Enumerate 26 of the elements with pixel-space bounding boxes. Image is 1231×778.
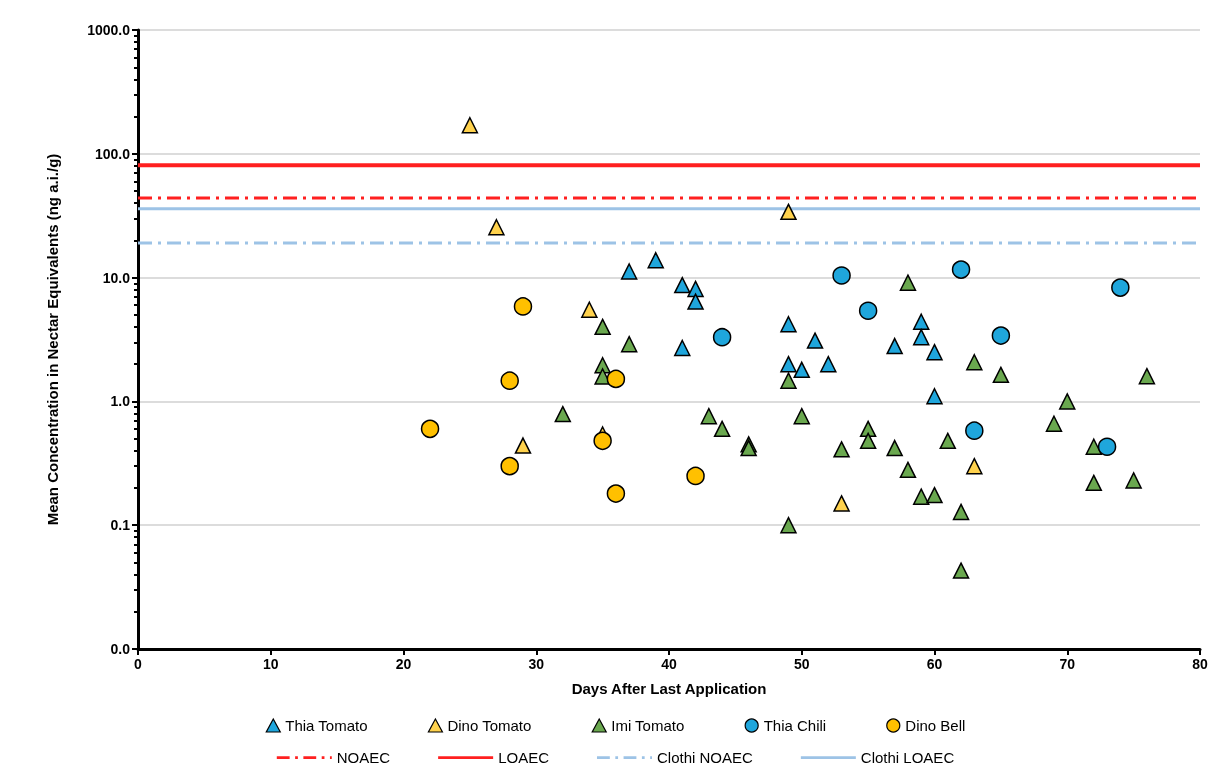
x-tick-label: 40: [661, 656, 677, 672]
legend-label: Dino Bell: [905, 717, 966, 734]
x-tick-label: 60: [926, 656, 943, 672]
legend-label: Thia Tomato: [285, 717, 368, 734]
x-tick-label: 80: [1192, 656, 1208, 672]
y-tick-label: 1000.0: [87, 22, 131, 38]
y-tick-label: 0.0: [110, 641, 131, 657]
y-tick-label: 1.0: [110, 393, 131, 410]
legend-label: Imi Tomato: [611, 717, 685, 734]
y-axis-title: Mean Concentration in Nectar Equivalents (ng a.i./g): [44, 153, 61, 526]
x-axis-title: Days After Last Application: [571, 680, 767, 697]
x-tick-label: 10: [262, 656, 279, 672]
y-tick-label: 0.1: [110, 517, 131, 534]
legend-label: Thia Chili: [763, 717, 827, 734]
y-tick-label: 100.0: [94, 145, 131, 162]
legend-label: Clothi NOAEC: [656, 749, 754, 766]
x-tick-label: 30: [528, 656, 545, 672]
x-tick-label: 0: [134, 656, 143, 672]
x-tick-label: 20: [395, 656, 412, 672]
legend-label: NOAEC: [336, 749, 391, 766]
legend-label: Dino Tomato: [447, 717, 532, 734]
legend-label: LOAEC: [498, 749, 550, 766]
y-tick-label: 10.0: [102, 269, 131, 286]
legend-label: Clothi LOAEC: [860, 749, 955, 766]
x-tick-label: 50: [793, 656, 810, 672]
x-tick-label: 70: [1059, 656, 1076, 672]
